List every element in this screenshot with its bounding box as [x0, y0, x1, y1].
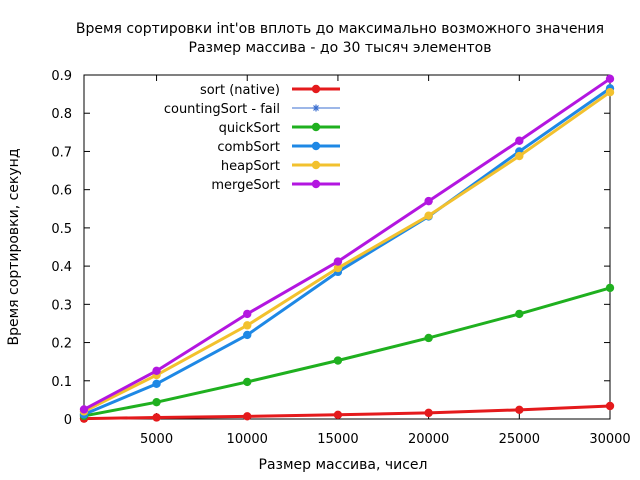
legend-marker-sort-native [311, 84, 321, 94]
legend-label-quicksort: quickSort [219, 121, 280, 136]
data-point-heapsort [515, 151, 524, 161]
data-point-quicksort [152, 397, 161, 407]
x-axis-label: Размер массива, чисел [259, 457, 428, 473]
data-point-combsort [152, 379, 161, 389]
y-tick-label: 0.2 [51, 337, 72, 352]
x-tick-label: 5000 [140, 432, 173, 447]
legend-marker-countingsort-fail [312, 104, 320, 112]
data-point-combsort [243, 330, 252, 340]
y-axis-label: Время сортировки, секунд [6, 149, 22, 346]
data-point-heapsort [424, 211, 433, 220]
data-point-quicksort [605, 283, 615, 293]
data-point-sort-native [243, 412, 252, 421]
data-point-quicksort [243, 377, 252, 387]
legend-marker-mergesort [311, 179, 321, 189]
y-tick-label: 0.4 [51, 260, 72, 275]
x-tick-label: 20000 [408, 432, 449, 447]
y-tick-label: 0.3 [51, 298, 72, 313]
x-tick-label: 25000 [499, 432, 540, 447]
legend-marker-quicksort [311, 122, 321, 132]
legend-label-sort-native: sort (native) [200, 83, 280, 98]
chart-subtitle: Размер массива - до 30 тысяч элементов [189, 40, 492, 56]
data-point-heapsort [243, 321, 252, 330]
data-point-mergesort [605, 74, 615, 84]
axes: 0 0.1 0.2 0.3 0.4 0.5 0.6 0.7 0.8 0.9 5000 10000 150… [51, 69, 630, 447]
y-tick-label: 0.1 [51, 375, 72, 390]
legend-label-combsort: combSort [217, 140, 280, 155]
series-group [79, 74, 615, 423]
x-tick-label: 30000 [589, 432, 630, 447]
data-point-heapsort [605, 88, 615, 97]
plot-frame [83, 74, 611, 420]
legend: sort (native) countingSort - fail quickSor… [164, 83, 340, 193]
y-tick-label: 0.6 [51, 184, 72, 199]
legend-marker-combsort [311, 141, 321, 151]
data-point-sort-native [424, 408, 433, 418]
data-point-sort-native [605, 401, 615, 411]
data-point-mergesort [333, 257, 343, 266]
y-tick-label: 0.7 [51, 145, 72, 160]
data-point-mergesort [424, 196, 433, 206]
data-point-mergesort [515, 136, 524, 145]
data-point-quicksort [333, 356, 343, 365]
data-point-mergesort [243, 309, 252, 319]
series-line-mergesort [83, 77, 611, 411]
x-tick-label: 10000 [227, 432, 268, 447]
data-point-sort-native [152, 413, 161, 422]
y-tick-label: 0.5 [51, 222, 72, 237]
y-tick-label: 0 [64, 413, 72, 428]
data-point-mergesort [152, 366, 161, 376]
series-line-quicksort [83, 286, 611, 418]
chart-title: Время сортировки int'ов вплоть до максим… [76, 21, 604, 37]
data-point-quicksort [424, 333, 433, 343]
legend-label-countingsort-fail: countingSort - fail [164, 102, 280, 117]
y-tick-label: 0.9 [51, 69, 72, 84]
legend-marker-heapsort [311, 160, 321, 170]
series-line-heapsort [83, 90, 611, 413]
legend-label-heapsort: heapSort [221, 159, 280, 174]
x-tick-label: 15000 [317, 432, 358, 447]
legend-label-mergesort: mergeSort [211, 178, 280, 193]
data-point-sort-native [515, 405, 524, 415]
data-point-sort-native [333, 410, 343, 419]
data-point-heapsort [333, 263, 343, 273]
y-tick-label: 0.8 [51, 107, 72, 122]
data-point-mergesort [79, 405, 89, 414]
star-mark-stroke [313, 105, 319, 111]
data-point-quicksort [515, 309, 524, 319]
series-line-sort-native [83, 404, 611, 421]
